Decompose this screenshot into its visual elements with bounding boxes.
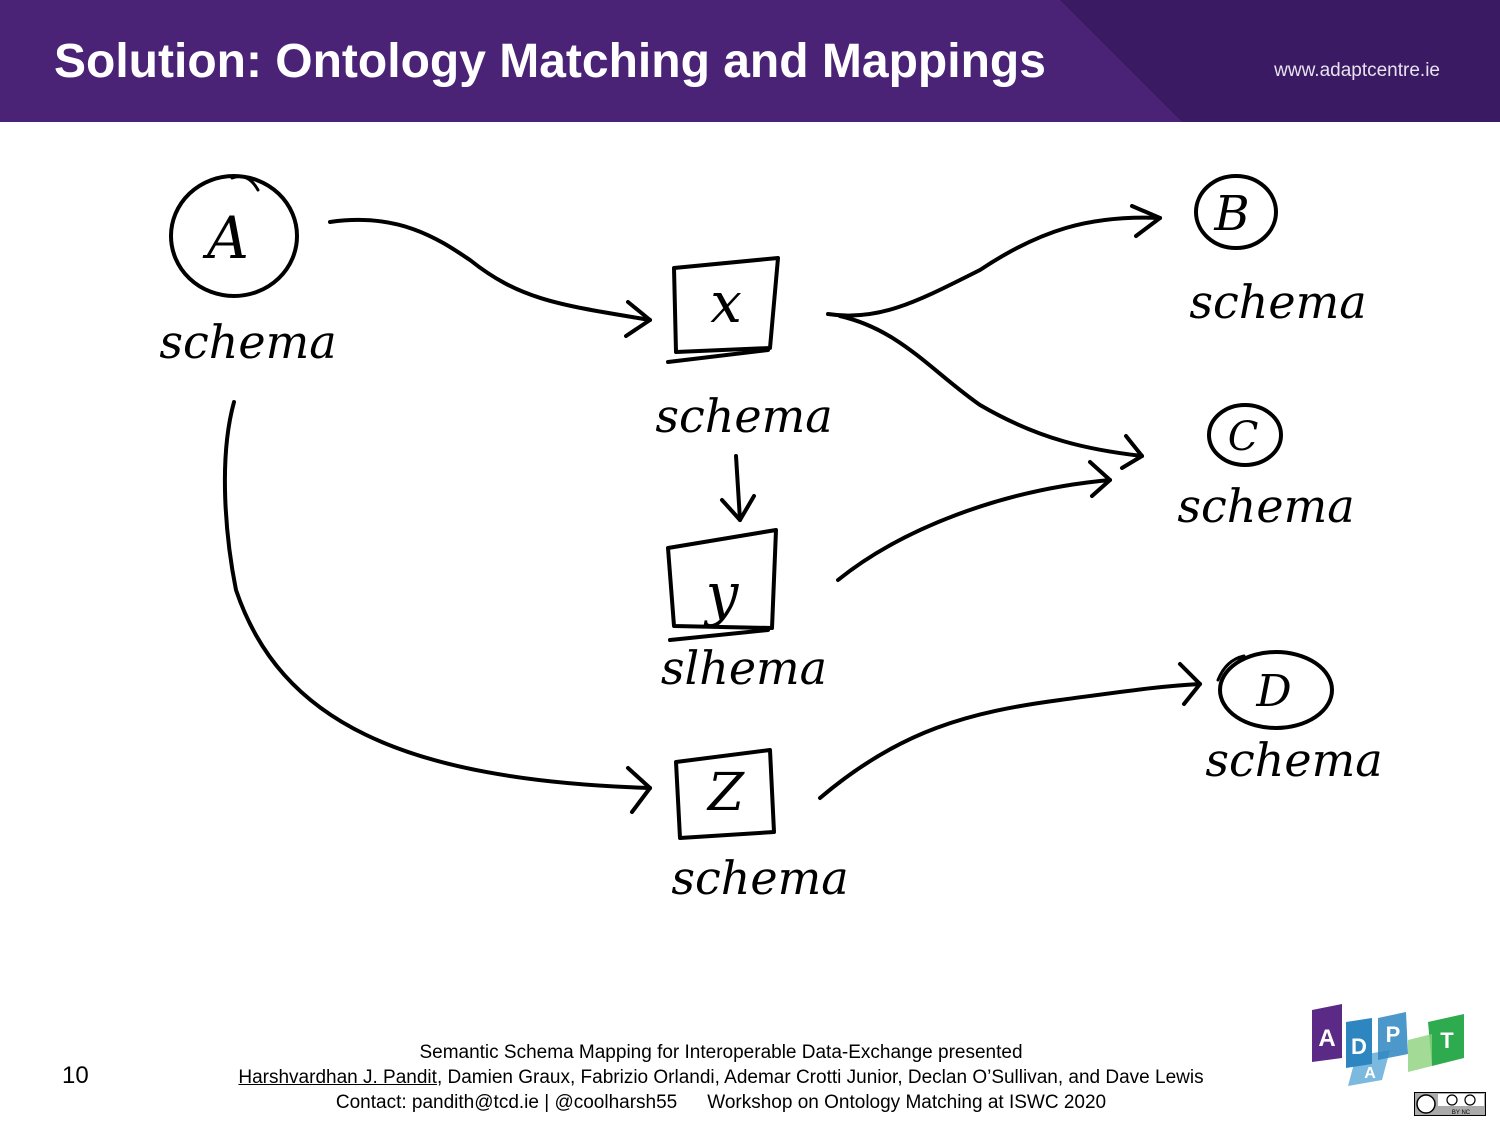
edge-x-to-c: [838, 314, 1144, 470]
footer-authors: Harshvardhan J. Pandit, Damien Graux, Fa…: [160, 1067, 1282, 1089]
header-bar: Solution: Ontology Matching and Mappings…: [0, 0, 1500, 122]
node-b-label: B: [1213, 186, 1249, 242]
logo-letter-p: P: [1386, 1022, 1401, 1047]
node-x-caption: schema: [655, 389, 832, 443]
edge-a-to-x: [328, 217, 652, 338]
node-a: A schema: [159, 174, 337, 369]
node-a-label: A: [202, 204, 249, 272]
node-z: Z schema: [671, 748, 849, 905]
node-c: C schema: [1177, 403, 1355, 533]
website-url: www.adaptcentre.ie: [1274, 60, 1440, 81]
contact-info: Contact: pandith@tcd.ie | @coolharsh55: [335, 1092, 678, 1113]
edge-z-to-d: [818, 662, 1202, 800]
footer-paper-title: Semantic Schema Mapping for Interoperabl…: [419, 1042, 1023, 1063]
cc-icon: [1416, 1094, 1436, 1114]
slide-title: Solution: Ontology Matching and Mappings: [54, 35, 1046, 88]
cc-license-badge: BY NC: [1414, 1092, 1486, 1116]
node-y: y slhema: [661, 528, 827, 695]
node-b-caption: schema: [1189, 275, 1366, 329]
logo-letter-a2: A: [1364, 1065, 1376, 1082]
node-d: D schema: [1205, 650, 1383, 787]
logo-tile-mid: [1408, 1034, 1432, 1072]
node-b: B schema: [1189, 174, 1367, 329]
node-z-label: Z: [706, 763, 745, 823]
adapt-logo: A D P T A: [1312, 1004, 1464, 1086]
logo-letter-t: T: [1440, 1028, 1454, 1053]
license-text: BY NC: [1452, 1110, 1471, 1116]
node-a-caption: schema: [159, 315, 336, 369]
noncommercial-icon: [1464, 1094, 1476, 1106]
footer-contact: Contact: pandith@tcd.ie | @coolharsh55 Wo…: [160, 1092, 1282, 1114]
node-x: x schema: [655, 256, 833, 443]
author-link[interactable]: Harshvardhan J. Pandit: [238, 1067, 437, 1088]
node-z-caption: schema: [671, 851, 848, 905]
schema-mapping-diagram: A schema x schema y slhema Z schema B sc…: [159, 174, 1383, 905]
node-d-caption: schema: [1205, 733, 1382, 787]
authors-rest: , Damien Graux, Fabrizio Orlandi, Ademar…: [436, 1067, 1204, 1088]
logo-tile-p: [1378, 1012, 1408, 1060]
edge-x-to-b: [826, 204, 1162, 318]
edge-x-to-y: [720, 454, 756, 522]
node-y-label: y: [703, 560, 740, 628]
logo-letter-d: D: [1351, 1034, 1367, 1059]
logo-tile-a: [1312, 1004, 1342, 1062]
node-x-label: x: [710, 271, 742, 336]
logo-tile-d: [1346, 1018, 1372, 1068]
node-c-caption: schema: [1177, 479, 1354, 533]
logo-letter-a: A: [1318, 1025, 1335, 1052]
edge-y-to-c: [836, 460, 1112, 582]
node-c-label: C: [1228, 414, 1259, 460]
page-number: 10: [62, 1062, 89, 1089]
node-d-label: D: [1255, 666, 1291, 717]
logo-tile-t: [1428, 1014, 1464, 1066]
event-name: Workshop on Ontology Matching at ISWC 20…: [707, 1092, 1107, 1113]
edge-a-to-z: [222, 400, 652, 814]
attribution-icon: [1446, 1094, 1458, 1106]
node-y-caption: slhema: [661, 641, 827, 695]
